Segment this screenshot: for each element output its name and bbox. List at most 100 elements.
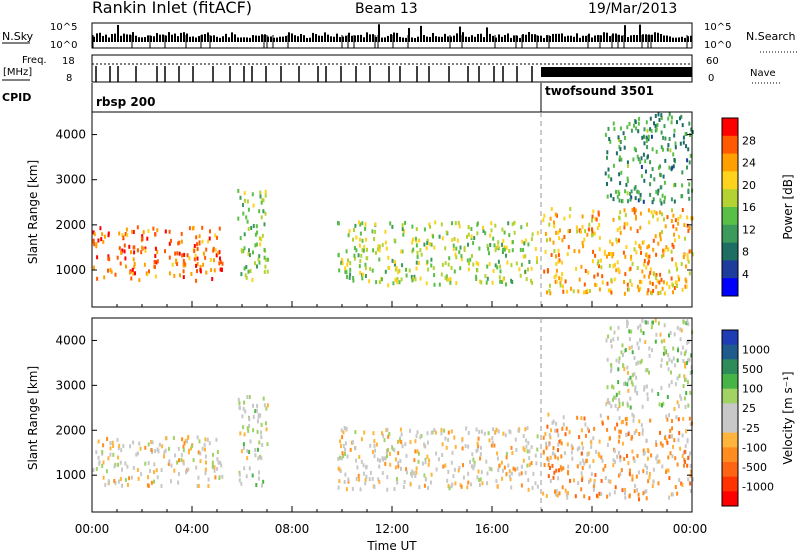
scatter-cell (641, 431, 644, 436)
scatter-cell (164, 448, 167, 453)
scatter-cell (197, 484, 200, 488)
nsky-bar (585, 35, 587, 42)
scatter-cell (651, 484, 654, 488)
scatter-cell (679, 141, 682, 146)
scatter-cell (562, 422, 565, 427)
nsky-bar (600, 35, 602, 42)
scatter-cell (513, 230, 516, 235)
scatter-cell (423, 442, 426, 447)
scatter-cell (338, 268, 341, 273)
freq-label-2: [MHz] (3, 67, 32, 78)
scatter-cell (441, 442, 444, 447)
scatter-cell (361, 221, 364, 226)
scatter-cell (141, 245, 143, 250)
scatter-cell (372, 431, 375, 436)
scatter-cell (368, 477, 371, 482)
scatter-cell (670, 370, 672, 375)
scatter-cell (93, 232, 96, 237)
scatter-cell (100, 237, 103, 242)
scatter-cell (246, 449, 249, 453)
scatter-cell (454, 221, 457, 226)
scatter-cell (340, 260, 343, 265)
colorbar-swatch (722, 374, 738, 390)
scatter-cell (662, 280, 665, 285)
colorbar-tick-label: -500 (742, 461, 767, 474)
scatter-cell (168, 271, 171, 276)
nsky-bar (360, 34, 362, 42)
scatter-cell (686, 340, 689, 345)
scatter-cell (419, 248, 422, 253)
scatter-cell (182, 258, 185, 263)
scatter-cell (437, 457, 440, 462)
scatter-cell (614, 459, 616, 464)
scatter-cell (631, 261, 634, 266)
nsky-bar (315, 34, 317, 42)
scatter-cell (238, 478, 241, 483)
nsky-bar (372, 34, 374, 42)
scatter-cell (618, 172, 621, 177)
scatter-cell (213, 268, 216, 273)
scatter-cell (448, 256, 451, 261)
colorbar-tick-label: -1000 (742, 480, 774, 493)
scatter-cell (618, 198, 621, 203)
scatter-cell (687, 477, 690, 482)
scatter-cell (672, 164, 675, 169)
scatter-cell (185, 470, 187, 475)
scatter-cell (510, 278, 513, 283)
scatter-cell (571, 456, 574, 461)
scatter-cell (683, 396, 686, 401)
scatter-cell (405, 453, 408, 458)
scatter-cell (659, 233, 662, 238)
scatter-cell (207, 239, 210, 244)
scatter-cell (520, 471, 523, 476)
scatter-cell (616, 422, 619, 427)
nsky-bar (219, 37, 221, 42)
scatter-cell (467, 480, 470, 485)
scatter-cell (260, 422, 263, 427)
scatter-cell (216, 450, 219, 454)
scatter-cell (649, 116, 652, 121)
scatter-cell (424, 457, 427, 462)
scatter-cell (247, 269, 250, 274)
scatter-cell (636, 488, 639, 493)
nsky-bar (150, 35, 152, 42)
scatter-cell (196, 484, 199, 488)
scatter-cell (256, 230, 259, 235)
scatter-cell (542, 491, 545, 496)
scatter-cell (560, 276, 563, 281)
scatter-cell (243, 400, 246, 405)
scatter-cell (558, 468, 560, 473)
scatter-cell (252, 224, 255, 228)
scatter-cell (194, 253, 197, 258)
scatter-cell (217, 251, 220, 256)
scatter-cell (97, 455, 100, 460)
scatter-cell (342, 444, 345, 448)
scatter-cell (441, 236, 444, 241)
scatter-cell (616, 336, 619, 341)
scatter-cell (631, 208, 634, 212)
scatter-cell (427, 462, 430, 467)
scatter-cell (121, 467, 123, 472)
scatter-cell (659, 430, 662, 435)
scatter-cell (689, 390, 692, 395)
scatter-cell (246, 426, 249, 431)
scatter-cell (618, 404, 621, 409)
scatter-cell (626, 179, 629, 183)
nsky-bar (420, 25, 422, 42)
scatter-cell (623, 208, 626, 213)
nsky-bar (672, 37, 674, 42)
nsky-bar (678, 37, 680, 42)
scatter-cell (650, 134, 653, 139)
colorbar-swatch (722, 432, 738, 448)
scatter-cell (665, 245, 668, 250)
scatter-cell (520, 483, 523, 488)
scatter-cell (650, 325, 653, 330)
scatter-cell (660, 145, 663, 150)
scatter-cell (590, 472, 593, 477)
nsky-bar (486, 27, 488, 42)
nsky-bar (663, 35, 665, 42)
scatter-cell (384, 229, 387, 234)
scatter-cell (640, 280, 643, 284)
scatter-cell (111, 440, 114, 445)
scatter-cell (669, 148, 672, 153)
